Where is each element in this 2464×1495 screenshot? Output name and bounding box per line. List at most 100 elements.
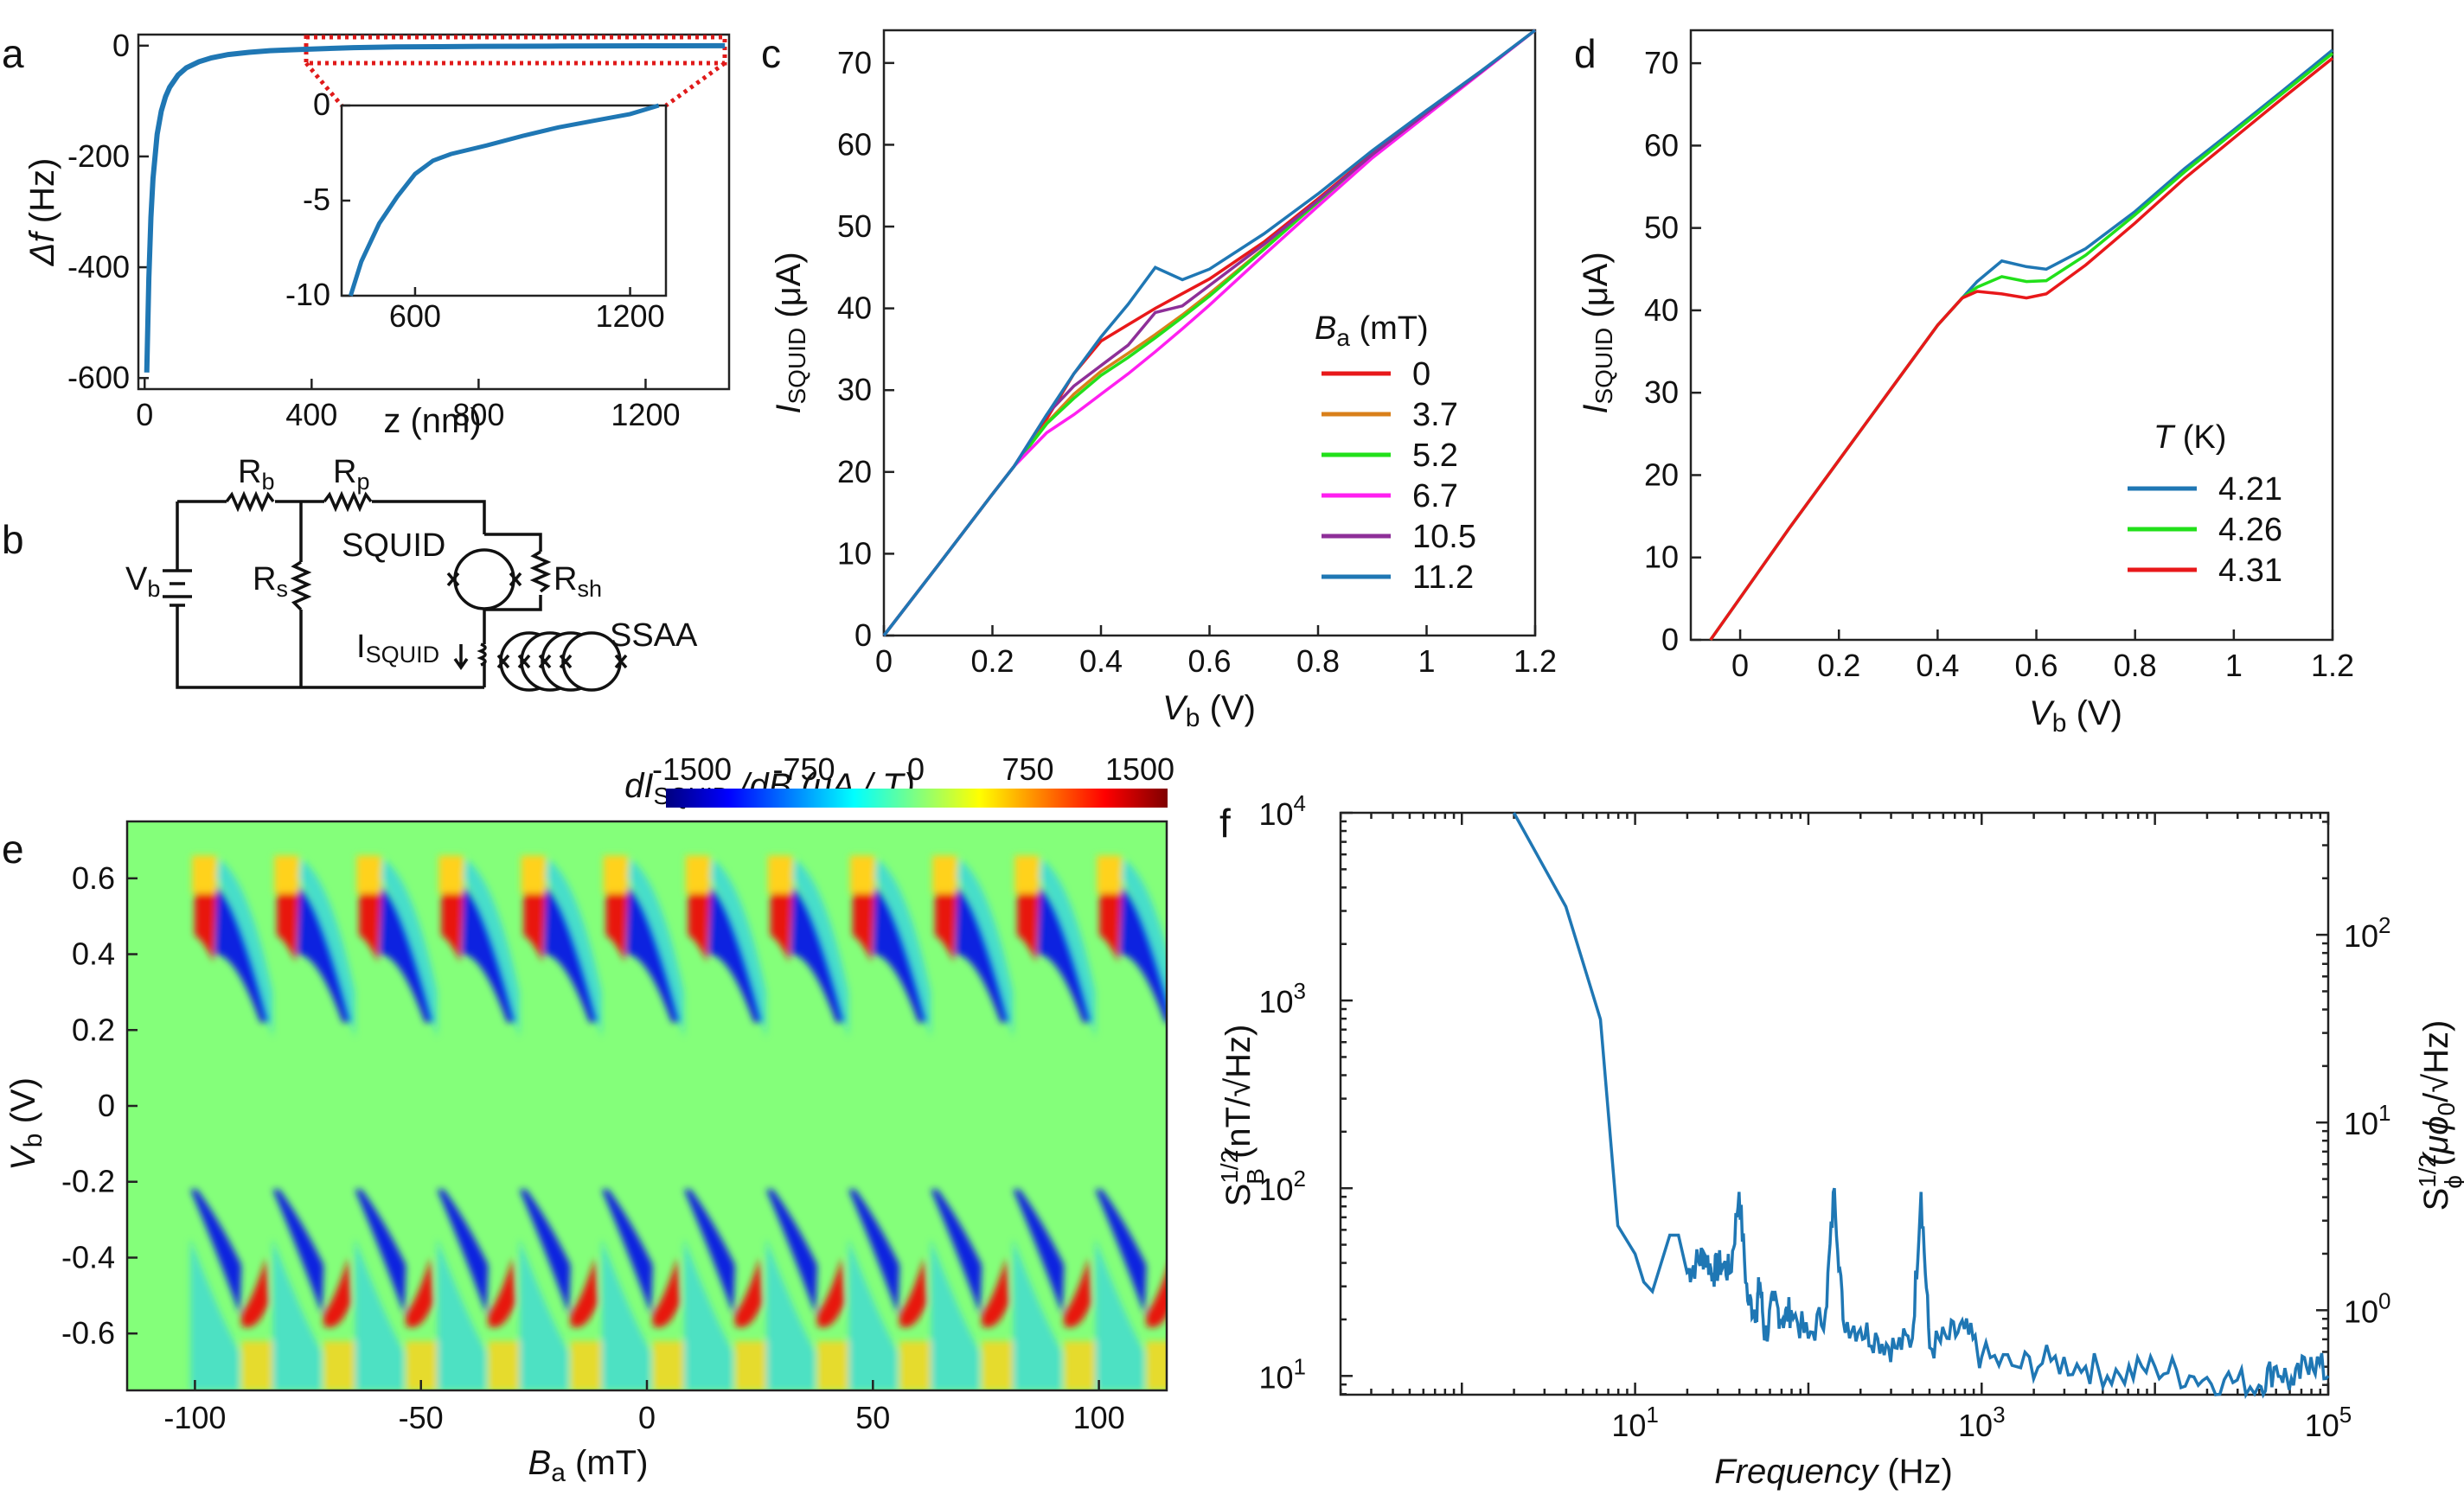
current-arrow [453, 644, 469, 671]
c-legend-label-3: 6.7 [1412, 478, 1458, 514]
axis-a-ylabel: Δf (Hz) [23, 158, 61, 267]
series-a-inset-curve [349, 103, 660, 297]
c-xtick-label-4: 0.8 [1296, 643, 1340, 679]
lobe-bottom-blue-6 [683, 1189, 735, 1315]
e-xtick-label-3: 50 [855, 1400, 890, 1435]
d-legend-label-1: 4.26 [2218, 512, 2282, 548]
lobe-top-blue-10 [1037, 885, 1091, 1023]
lobe-bottom-yellow-0 [241, 1340, 273, 1390]
a-xtick-label-3: 1200 [611, 397, 680, 432]
a-inset-ytick-label-2: -10 [285, 277, 330, 312]
f-ytick-label-0: 101 [1258, 1353, 1306, 1395]
lobe-bottom-yellow-1 [323, 1340, 355, 1390]
lobe-top-red-7 [770, 883, 793, 962]
lobe-bottom-red-5 [652, 1257, 681, 1328]
ssaa-junctions [496, 654, 628, 669]
c-series-11.2 [882, 29, 1537, 637]
c-ytick-label-6: 60 [837, 126, 872, 162]
label-squid: SQUID [342, 527, 445, 564]
panel-a: a Δf (Hz) z (nm) 0 400 800 1200 0 -200 -400 -60… [2, 28, 731, 440]
lobe-top-red-1 [277, 883, 299, 962]
lobe-bottom-cyan-3 [437, 1238, 487, 1390]
lobe-bottom-red-9 [982, 1257, 1009, 1328]
panel-letter-d: d [1574, 31, 1597, 76]
lobe-top-yellow-2 [356, 855, 381, 894]
label-isquid: ISQUID [356, 629, 439, 668]
squid-junctions [446, 572, 522, 587]
d-xtick-label-3: 0.6 [2015, 648, 2058, 683]
lobe-top-blue-9 [955, 885, 1009, 1023]
panel-letter-f: f [1219, 801, 1231, 846]
lobe-bottom-blue-5 [601, 1189, 653, 1315]
label-ssaa: SSAA [610, 617, 698, 654]
colorbar-tick-label-0: -1500 [652, 751, 732, 787]
lobe-top-blue-6 [708, 885, 763, 1023]
label-rb: Rb [238, 454, 274, 495]
lobe-top-cyan-7 [792, 859, 849, 1038]
axis-f-ylabel-right: S1/2ϕ (μϕ0/√Hz) [2414, 1020, 2464, 1211]
lobe-bottom-blue-1 [272, 1189, 324, 1315]
f-ytick-label-1: 102 [1258, 1166, 1306, 1207]
lobe-top-cyan-6 [710, 859, 766, 1038]
e-xtick-label-2: 0 [638, 1400, 656, 1435]
lobe-bottom-cyan-5 [601, 1238, 651, 1390]
c-xtick-label-5: 1 [1418, 643, 1435, 679]
lobe-bottom-red-7 [816, 1257, 845, 1328]
c-ytick-label-5: 50 [837, 208, 872, 244]
c-ytick-label-0: 0 [854, 617, 872, 653]
resistor-rb [225, 490, 275, 513]
lobe-bottom-cyan-8 [848, 1238, 899, 1390]
lobe-bottom-red-2 [406, 1257, 433, 1328]
lobe-bottom-yellow-4 [570, 1340, 602, 1390]
panel-letter-c: c [761, 31, 781, 76]
d-legend-label-0: 4.21 [2218, 471, 2282, 508]
lobe-bottom-yellow-7 [816, 1340, 849, 1390]
d-xtick-label-5: 1 [2225, 648, 2243, 683]
c-legend-label-4: 10.5 [1412, 519, 1476, 555]
lobe-bottom-yellow-8 [899, 1340, 931, 1390]
lobe-bottom-cyan-12 [1178, 1239, 1227, 1390]
lobe-top-red-2 [359, 883, 381, 962]
panel-letter-b: b [2, 517, 24, 562]
d-ytick-label-1: 10 [1644, 540, 1679, 575]
lobe-top-red-11 [1099, 883, 1122, 962]
lobe-top-blue-5 [626, 885, 681, 1023]
lobe-top-blue-2 [379, 885, 433, 1023]
c-ytick-label-3: 30 [837, 372, 872, 407]
lobe-top-blue-8 [873, 885, 927, 1023]
f-right-ytick-label-1: 101 [2344, 1100, 2391, 1141]
lobe-top-yellow-11 [1097, 855, 1122, 894]
axis-a-xlabel: z (nm) [383, 402, 481, 440]
lobe-top-red-4 [523, 883, 547, 962]
axis-d-xlabel: Vb (V) [2029, 694, 2122, 738]
lobe-bottom-yellow-9 [982, 1340, 1014, 1390]
lobe-bottom-blue-11 [1095, 1189, 1147, 1315]
lobe-top-cyan-10 [1039, 859, 1096, 1038]
lobe-bottom-cyan-7 [765, 1238, 816, 1390]
series-a-curve [144, 42, 726, 373]
lobe-top-cyan-3 [463, 859, 520, 1038]
lobe-bottom-red-6 [734, 1257, 763, 1328]
lobe-top-cyan-1 [298, 859, 355, 1038]
a-inset-ytick-label-1: -5 [303, 182, 330, 217]
d-xtick-label-1: 0.2 [1817, 648, 1860, 683]
lobe-bottom-yellow-10 [1064, 1340, 1096, 1390]
lobe-top-cyan-9 [957, 859, 1014, 1038]
circuit-wires [176, 500, 542, 689]
e-ytick-label-0: 0.6 [72, 860, 115, 896]
d-xtick-label-4: 0.8 [2114, 648, 2157, 683]
c-legend-label-2: 5.2 [1412, 438, 1458, 474]
colorbar-tick-label-1: -750 [772, 751, 835, 787]
d-xtick-label-2: 0.4 [1916, 648, 1959, 683]
colorbar-tick-label-2: 0 [907, 751, 925, 787]
panel-f: f S1/2B (nT/√Hz) S1/2ϕ (μϕ0/√Hz) Frequen… [1216, 790, 2464, 1491]
a-xtick-label-1: 400 [285, 397, 337, 432]
c-xtick-label-3: 0.6 [1187, 643, 1231, 679]
e-ytick-label-2: 0.2 [72, 1012, 115, 1047]
a-ytick-label-1: -200 [67, 138, 130, 174]
c-legend-label-0: 0 [1412, 356, 1430, 393]
label-vb: Vb [125, 561, 160, 602]
lobe-bottom-cyan-1 [272, 1238, 323, 1390]
